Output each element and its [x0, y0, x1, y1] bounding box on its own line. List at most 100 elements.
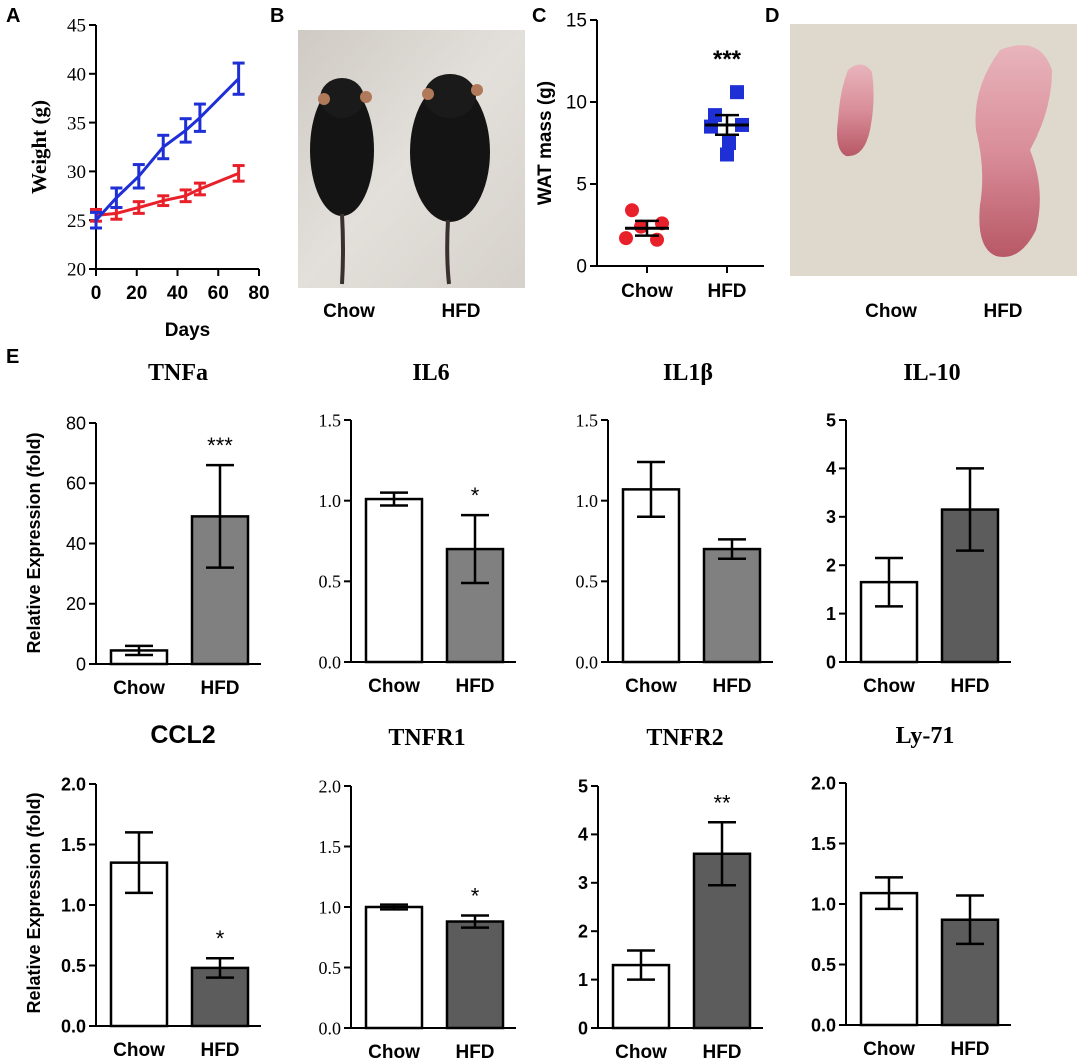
y-tick-label: 0.0: [319, 1018, 342, 1038]
x-tick-label: HFD: [200, 678, 239, 699]
y-tick-label: 0.5: [811, 955, 836, 975]
y-tick-label: 2: [578, 922, 588, 942]
bar-chow: [859, 891, 919, 1027]
x-tick-label: HFD: [702, 1042, 741, 1060]
bar-hfd: [702, 547, 762, 664]
chart-title: IL1β: [663, 360, 713, 386]
hfd-mouse-icon: [410, 74, 490, 285]
chart-il10: 0 1 2 3 4 5 IL-10 Chow HFD: [826, 360, 1011, 697]
mice-label-hfd: HFD: [441, 301, 480, 322]
y-tick-label: 0.0: [61, 1016, 86, 1036]
y-tick-label: 5: [576, 175, 587, 196]
y-tick-label: 20: [67, 260, 86, 281]
y-axis-title: Weight (g): [27, 100, 51, 194]
y-tick-label: 15: [566, 11, 587, 32]
x-axis-title: Days: [165, 320, 210, 341]
y-tick-label: 1.5: [811, 834, 836, 854]
y-tick-label: 1.5: [319, 410, 342, 430]
y-tick-label: 3: [578, 873, 588, 893]
y-tick-label: 5: [826, 410, 836, 430]
chart-tnfa: 0 20 40 60 80 TNFa Relative Expression (fold) C…: [24, 360, 261, 699]
data-point: [720, 147, 734, 162]
y-tick-label: 20: [66, 594, 86, 614]
y-tick-label: 5: [578, 776, 588, 796]
y-tick-label: 4: [578, 825, 588, 845]
chart-ly71: 0.0 0.5 1.0 1.5 2.0 Ly-71 Chow HFD: [811, 723, 1011, 1060]
x-tick-label: Chow: [625, 676, 677, 697]
x-tick-label: Chow: [113, 678, 165, 699]
x-tick-label: HFD: [950, 1039, 989, 1060]
data-point: [619, 231, 633, 246]
y-tick-label: 1: [826, 604, 836, 624]
bar-hfd: [445, 920, 505, 1030]
chart-title: CCL2: [150, 721, 215, 749]
panel-label-a: A: [6, 5, 20, 27]
panel-label-e: E: [6, 346, 19, 368]
x-tick-label: Chow: [615, 1042, 667, 1060]
significance-label: ***: [713, 46, 742, 73]
significance-label: *: [471, 483, 480, 508]
bar-hfd: [445, 547, 505, 664]
chart-title: Ly-71: [896, 723, 955, 749]
significance-label: ***: [207, 433, 233, 458]
y-tick-label: 1: [578, 970, 588, 990]
y-tick-label: 30: [67, 162, 86, 183]
panel-label-b: B: [270, 5, 284, 27]
bar-chow: [621, 488, 681, 664]
y-tick-label: 0.5: [319, 572, 342, 592]
y-tick-label: 1.0: [319, 897, 342, 917]
y-tick-label: 0: [576, 257, 587, 278]
chart-tnfr2: 0 1 2 3 4 5 TNFR2 Chow HFD **: [578, 725, 763, 1060]
y-tick-label: 0.5: [576, 572, 599, 592]
chart-il6: 0.0 0.5 1.0 1.5 IL6 Chow HFD *: [319, 360, 516, 697]
chow-mouse-icon: [310, 78, 374, 285]
wat-label-chow: Chow: [865, 301, 917, 322]
y-tick-label: 45: [67, 16, 86, 37]
y-axis-title: Relative Expression (fold): [24, 432, 44, 653]
x-tick-label: Chow: [113, 1040, 165, 1060]
x-tick-label: Chow: [368, 1042, 420, 1060]
chart-tnfr1: 0.0 0.5 1.0 1.5 2.0 TNFR1 Chow HFD *: [319, 725, 516, 1060]
y-tick-label: 2.0: [61, 774, 86, 794]
y-tick-label: 1.0: [811, 894, 836, 914]
y-tick-label: 60: [66, 474, 86, 494]
chart-title: IL6: [412, 360, 449, 386]
x-tick-label: HFD: [707, 281, 746, 302]
panel-label-d: D: [765, 5, 779, 27]
chart-title: TNFR1: [388, 725, 465, 751]
y-tick-label: 1.0: [319, 491, 342, 511]
y-tick-label: 25: [67, 211, 86, 232]
wat-label-hfd: HFD: [983, 301, 1022, 322]
bar-chow: [364, 497, 424, 664]
mice-label-chow: Chow: [323, 301, 375, 322]
panel-label-c: C: [532, 5, 546, 27]
y-tick-label: 0: [578, 1018, 588, 1038]
x-tick-label: 40: [167, 283, 188, 304]
x-tick-label: 0: [91, 283, 102, 304]
mice-photo: [298, 30, 525, 288]
significance-label: **: [713, 790, 731, 815]
y-tick-label: 1.5: [576, 410, 599, 430]
x-tick-label: HFD: [712, 676, 751, 697]
chart-wat-mass: 0 5 10 15 Chow HFD WAT mass (g) ***: [535, 11, 764, 302]
y-tick-label: 2.0: [319, 776, 342, 796]
chart-title: IL-10: [903, 360, 960, 386]
y-tick-label: 1.0: [61, 895, 86, 915]
x-tick-label: HFD: [200, 1040, 239, 1060]
x-tick-label: HFD: [455, 1042, 494, 1060]
y-tick-label: 0: [826, 652, 836, 672]
y-tick-label: 0.0: [576, 652, 599, 672]
y-tick-label: 1.5: [61, 835, 86, 855]
y-tick-label: 40: [66, 534, 86, 554]
y-tick-label: 40: [67, 64, 86, 85]
x-tick-label: Chow: [863, 1039, 915, 1060]
chart-il1b: 0.0 0.5 1.0 1.5 IL1β Chow HFD: [576, 360, 773, 697]
data-point: [730, 85, 744, 100]
wat-photo: [790, 24, 1077, 276]
y-tick-label: 0.5: [61, 956, 86, 976]
y-tick-label: 3: [826, 507, 836, 527]
chart-title: TNFa: [148, 360, 208, 386]
data-point: [704, 119, 718, 134]
